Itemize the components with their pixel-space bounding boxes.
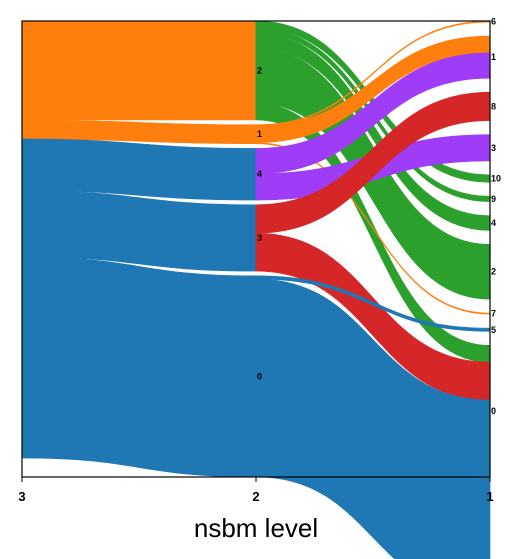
node-label-2-2: 2 (257, 65, 262, 75)
node-label-2-4: 4 (257, 169, 262, 179)
node-label-1-4: 4 (491, 218, 496, 228)
x-axis-title: nsbm level (194, 513, 318, 543)
flow-3-orange-to-2-2 (21, 20, 257, 121)
node-2-0 (255, 275, 257, 477)
node-label-1-7: 7 (491, 309, 496, 319)
flow-2-0-to-1-0 (255, 278, 491, 559)
node-label-2-3: 3 (257, 233, 262, 243)
node-2-3 (255, 204, 257, 272)
node-labels: 2 1 4 3 0 6 1 8 3 10 9 4 2 7 5 0 (257, 17, 501, 417)
node-label-1-9: 9 (491, 194, 496, 204)
x-tick-label: 1 (486, 489, 493, 504)
x-axis-ticks: 3 2 1 (18, 477, 494, 504)
node-label-1-2: 2 (491, 267, 496, 277)
node-label-2-0: 0 (257, 371, 262, 381)
node-label-1-3: 3 (491, 143, 496, 153)
node-label-1-10: 10 (491, 174, 501, 184)
x-tick-label: 3 (18, 489, 25, 504)
node-2-2 (255, 21, 257, 120)
node-label-1-8: 8 (491, 101, 496, 111)
node-label-1-5: 5 (491, 325, 496, 335)
node-label-1-1: 1 (491, 52, 496, 62)
node-label-1-6: 6 (491, 17, 496, 27)
flow-3-blue-to-2-0 (21, 256, 257, 478)
node-label-1-0: 0 (491, 406, 496, 416)
node-2-1 (255, 124, 257, 144)
node-label-2-1: 1 (257, 129, 262, 139)
x-tick-label: 2 (252, 489, 259, 504)
node-2-4 (255, 148, 257, 201)
